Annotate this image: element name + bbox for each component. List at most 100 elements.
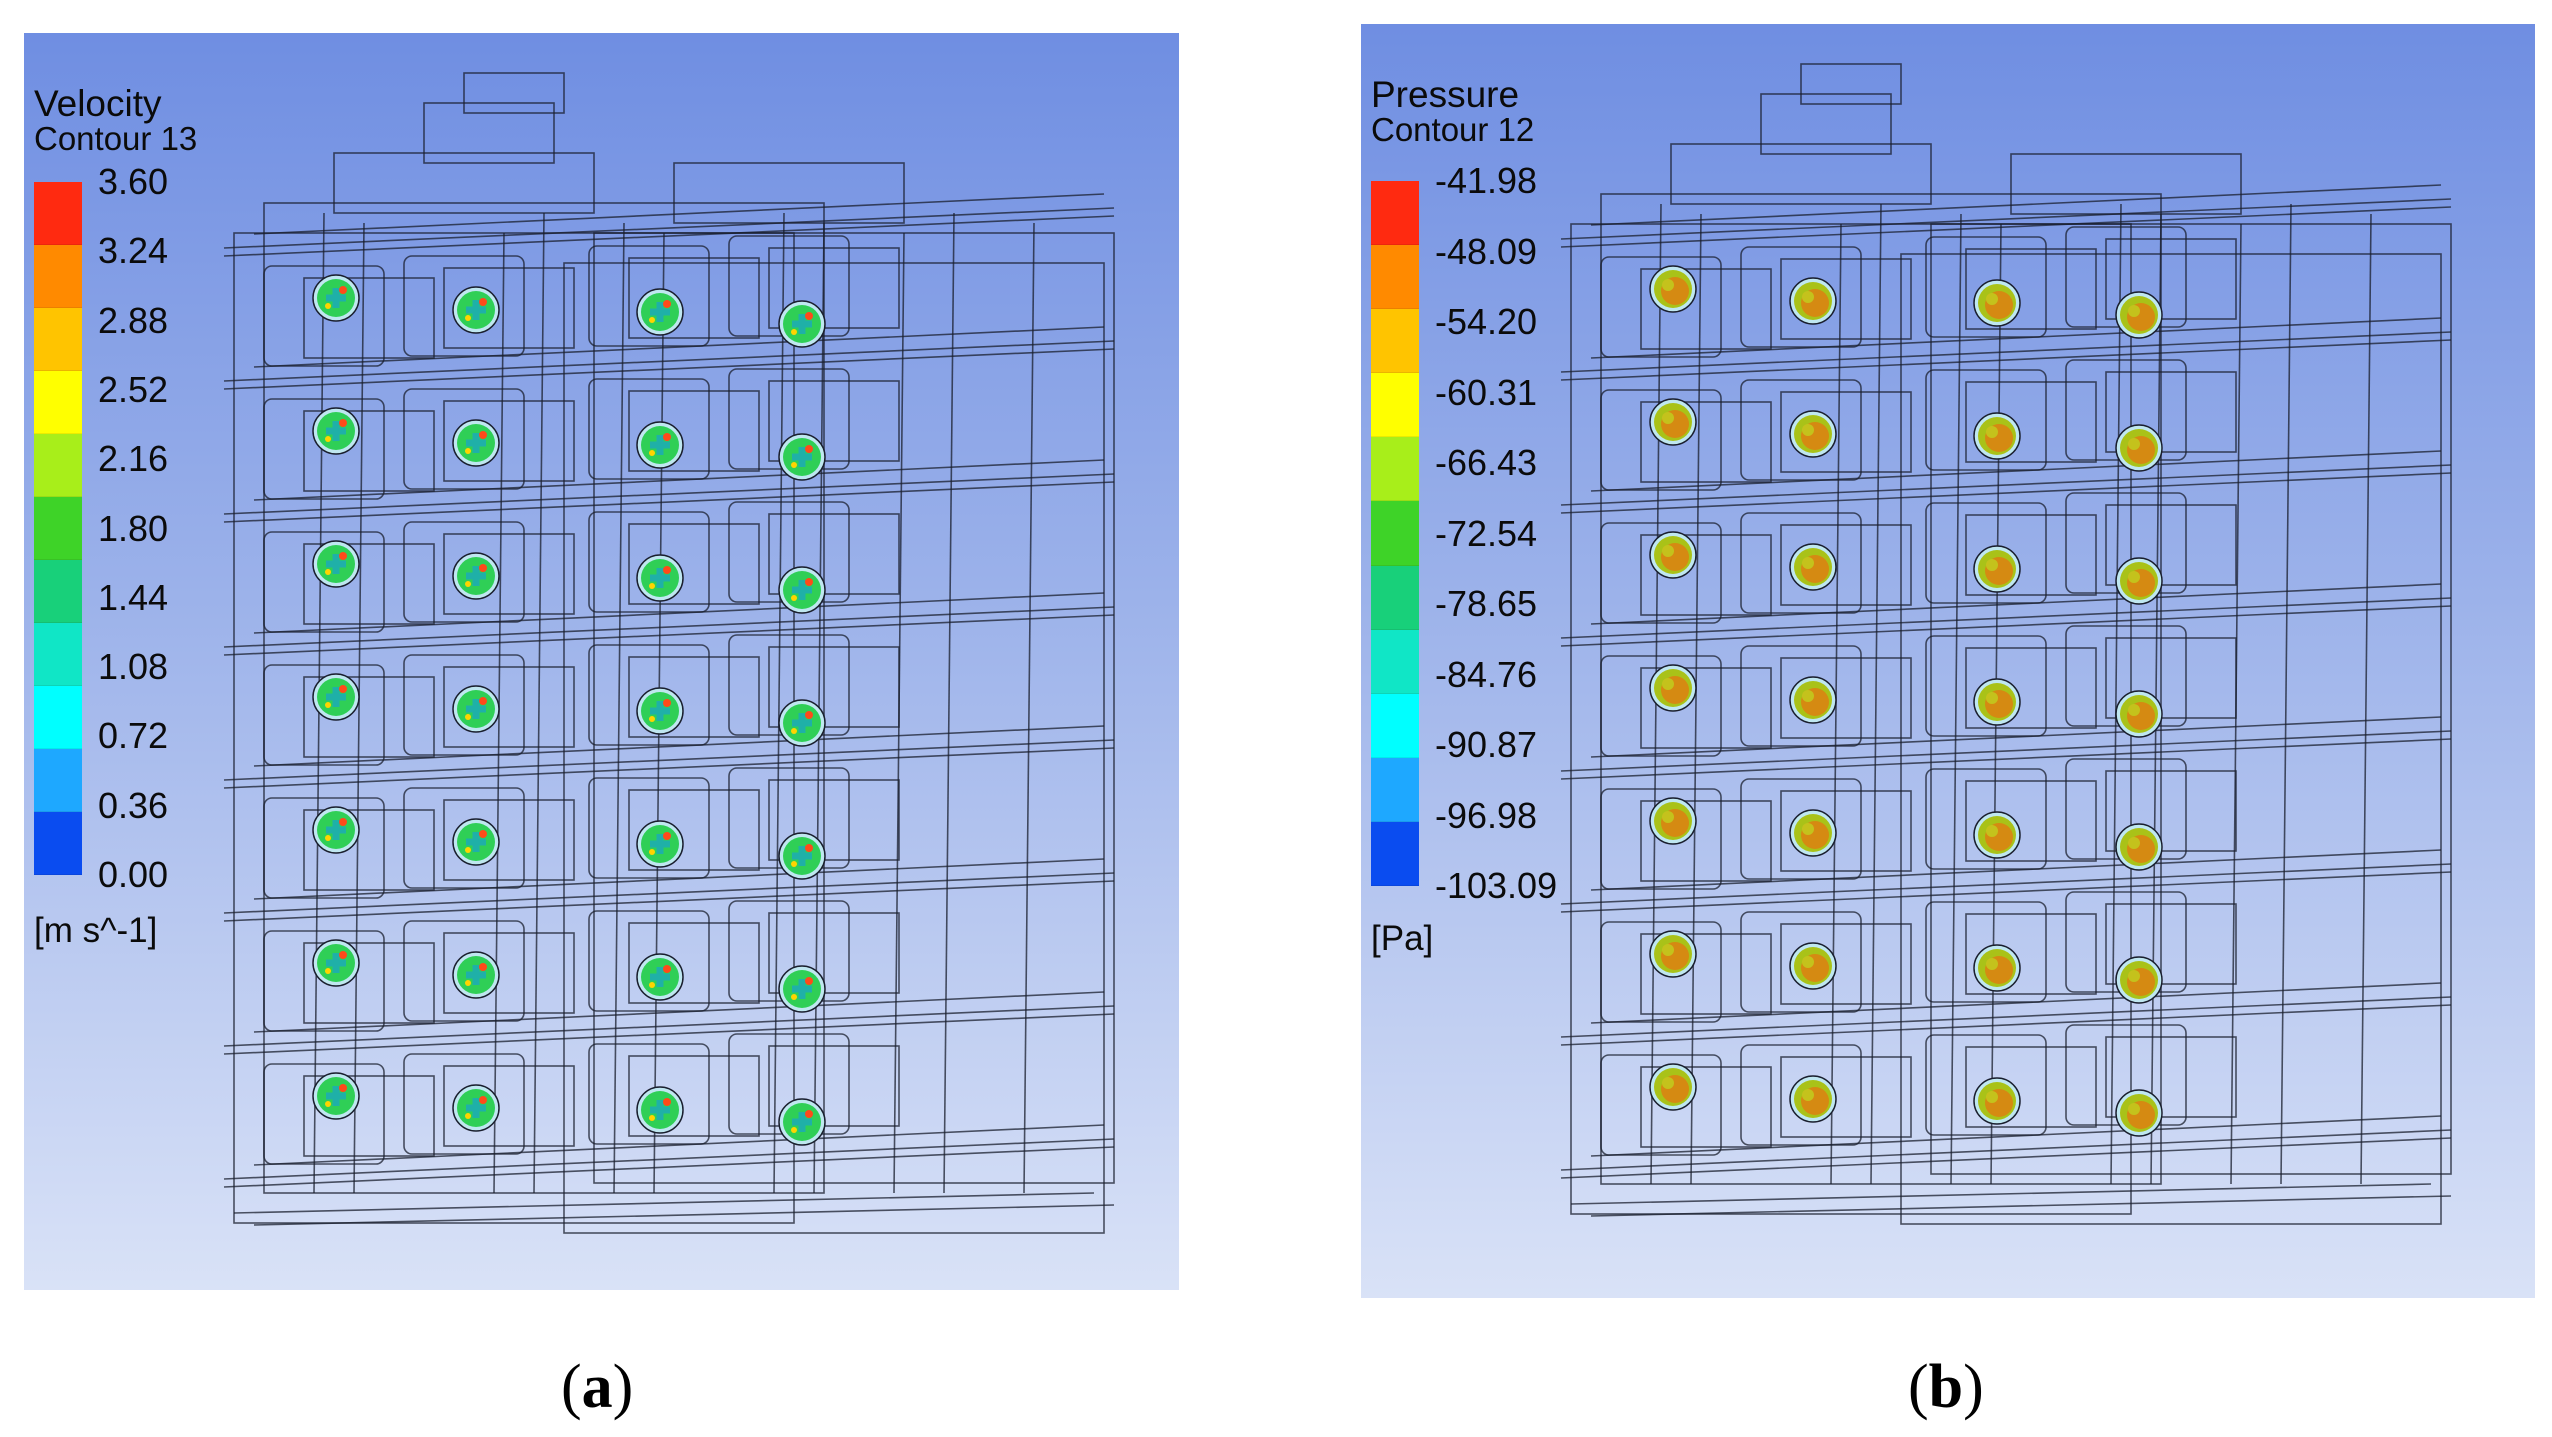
cell-contour-marker <box>778 699 826 747</box>
cell-contour-marker <box>636 1086 684 1134</box>
colorbar-band <box>34 308 82 371</box>
legend-variable-name: Velocity <box>34 83 162 124</box>
colorbar-band <box>34 686 82 749</box>
cell-contour-marker <box>2115 1089 2163 1137</box>
colorbar-tick-label: -66.43 <box>1435 442 1538 483</box>
colorbar-tick-label: -90.87 <box>1435 724 1538 765</box>
colorbar-tick-label: 2.88 <box>98 299 169 341</box>
legend-title: Velocity Contour 13 <box>34 85 197 155</box>
colorbar-band <box>34 749 82 812</box>
cell-contour-marker <box>1649 664 1697 712</box>
cell-contour-marker <box>452 552 500 600</box>
colorbar-tick-label: 1.80 <box>98 507 169 549</box>
cell-contour-marker <box>1649 531 1697 579</box>
cell-contour-marker <box>312 407 360 455</box>
colorbar-band <box>34 371 82 434</box>
cell-contour-marker <box>636 554 684 602</box>
cell-contour-marker <box>778 965 826 1013</box>
cell-contour-marker <box>312 1072 360 1120</box>
colorbar-unit: [Pa] <box>1371 919 1434 958</box>
cell-contour-marker <box>1789 942 1837 990</box>
cell-contour-marker <box>1973 412 2021 460</box>
colorbar-tick-label: 0.72 <box>98 715 169 757</box>
cell-contour-marker <box>1649 930 1697 978</box>
colorbar-tick-label: 3.24 <box>98 230 169 272</box>
cell-contour-marker <box>312 540 360 588</box>
colorbar-tick-label: -48.09 <box>1435 230 1538 272</box>
colorbar-band <box>1371 437 1419 502</box>
cell-contour-marker <box>1973 678 2021 726</box>
colorbar-tick-label: -96.98 <box>1435 794 1538 836</box>
legend-contour-name: Contour 13 <box>34 120 198 157</box>
colorbar-tick-label: 2.16 <box>98 438 169 480</box>
cell-contour-marker <box>312 806 360 854</box>
cell-contour-marker <box>452 951 500 999</box>
cell-contour-marker <box>1973 545 2021 593</box>
colorbar-band <box>1371 693 1419 758</box>
cell-inlet-markers <box>1649 265 2163 1137</box>
cell-contour-marker <box>2115 956 2163 1004</box>
cell-contour-marker <box>636 288 684 336</box>
cell-contour-marker <box>636 421 684 469</box>
colorbar-tick-label: 1.08 <box>98 646 169 688</box>
cell-contour-marker <box>778 300 826 348</box>
colorbar-band <box>1371 565 1419 630</box>
colorbar-tick-label: -84.76 <box>1435 653 1538 695</box>
colorbar <box>34 182 82 875</box>
colorbar-band <box>34 623 82 686</box>
colorbar-band <box>34 182 82 245</box>
cell-contour-marker <box>452 1084 500 1132</box>
battery-pack-wireframe <box>1560 63 2452 1225</box>
cell-contour-marker <box>312 274 360 322</box>
cell-contour-marker <box>1973 1077 2021 1125</box>
cell-contour-marker <box>312 939 360 987</box>
colorbar-tick-label: 2.52 <box>98 368 169 410</box>
colorbar-band <box>1371 245 1419 310</box>
colorbar-band <box>34 245 82 308</box>
colorbar-tick-label: 0.00 <box>98 854 169 895</box>
cell-contour-marker <box>778 433 826 481</box>
cell-contour-marker <box>2115 557 2163 605</box>
legend-variable-name: Pressure <box>1371 74 1520 115</box>
colorbar-tick-label: -78.65 <box>1435 583 1538 624</box>
cell-inlet-markers <box>312 274 826 1146</box>
cell-contour-marker <box>2115 291 2163 339</box>
legend-contour-name: Contour 12 <box>1371 111 1535 148</box>
cell-contour-marker <box>1973 811 2021 859</box>
cell-contour-marker <box>1789 809 1837 857</box>
cell-contour-marker <box>1649 1063 1697 1111</box>
cell-contour-marker <box>452 286 500 334</box>
colorbar-tick-label: -41.98 <box>1435 160 1538 201</box>
cell-contour-marker <box>636 953 684 1001</box>
panel-b-caption: (b) <box>1908 1353 1984 1421</box>
cell-contour-marker <box>636 687 684 735</box>
colorbar-tick-label: -72.54 <box>1435 512 1538 554</box>
cell-contour-marker <box>1789 543 1837 591</box>
colorbar-band <box>1371 629 1419 694</box>
colorbar-band <box>1371 501 1419 566</box>
colorbar-band <box>34 560 82 623</box>
cell-contour-marker <box>1789 676 1837 724</box>
cell-contour-marker <box>1973 944 2021 992</box>
cell-contour-marker <box>1649 398 1697 446</box>
cell-contour-marker <box>1973 279 2021 327</box>
colorbar-tick-label: -60.31 <box>1435 371 1538 413</box>
cell-contour-marker <box>452 419 500 467</box>
colorbar-tick-label: -54.20 <box>1435 301 1538 342</box>
legend-title: Pressure Contour 12 <box>1371 76 1534 146</box>
cell-contour-marker <box>452 818 500 866</box>
cell-contour-marker <box>778 1098 826 1146</box>
colorbar <box>1371 181 1419 887</box>
colorbar-band <box>34 434 82 497</box>
cell-contour-marker <box>1649 797 1697 845</box>
cell-contour-marker <box>1789 1075 1837 1123</box>
cell-contour-marker <box>452 685 500 733</box>
colorbar-tick-label: -103.09 <box>1435 865 1558 906</box>
cell-contour-marker <box>312 673 360 721</box>
pressure-contour-panel: Pressure Contour 12 -41.98 -48.09 -54.20 -6… <box>1361 24 2535 1298</box>
battery-pack-wireframe <box>223 72 1115 1234</box>
colorbar-band <box>1371 757 1419 822</box>
colorbar-band <box>34 497 82 560</box>
cell-contour-marker <box>2115 690 2163 738</box>
colorbar-band <box>1371 181 1419 246</box>
